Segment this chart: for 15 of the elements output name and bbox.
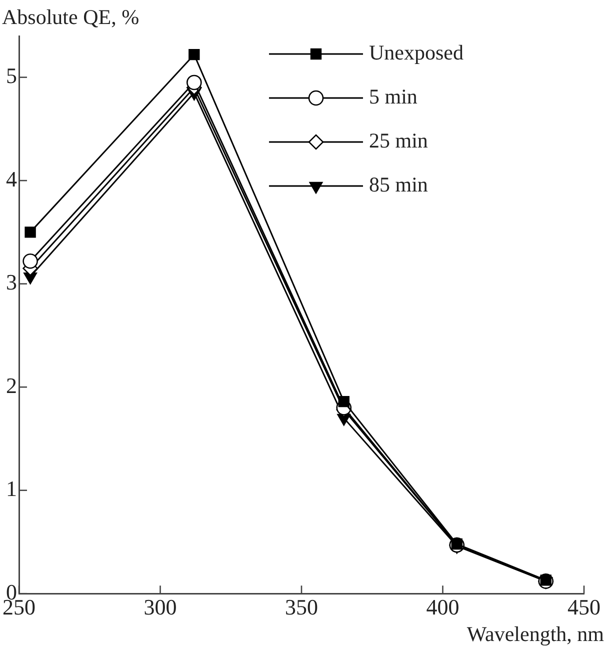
x-axis-title: Wavelength, nm — [466, 622, 604, 646]
x-tick-label: 350 — [285, 594, 318, 620]
legend-label: 85 min — [369, 172, 428, 197]
legend-label: 5 min — [369, 84, 418, 109]
y-tick-label: 5 — [6, 63, 17, 88]
x-tick-label: 300 — [144, 594, 177, 620]
y-tick-label: 4 — [6, 166, 17, 192]
y-tick-label: 1 — [6, 476, 17, 502]
legend-label: 25 min — [369, 128, 428, 153]
y-tick-label: 2 — [6, 372, 17, 398]
x-tick-label: 450 — [568, 594, 600, 620]
legend-label: Unexposed — [369, 40, 464, 65]
y-tick-label: 3 — [6, 270, 17, 295]
x-tick-label: 400 — [426, 594, 460, 620]
y-axis-title: Absolute QE, % — [2, 5, 140, 30]
